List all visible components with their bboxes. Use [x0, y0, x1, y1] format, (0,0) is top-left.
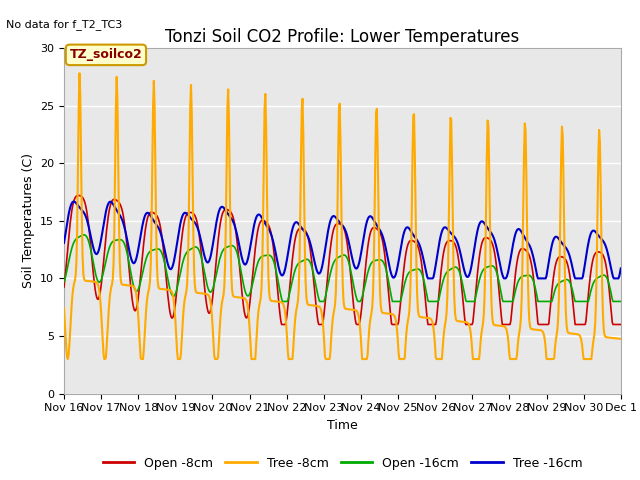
Title: Tonzi Soil CO2 Profile: Lower Temperatures: Tonzi Soil CO2 Profile: Lower Temperatur… [165, 28, 520, 47]
Y-axis label: Soil Temperatures (C): Soil Temperatures (C) [22, 153, 35, 288]
Text: TZ_soilco2: TZ_soilco2 [70, 48, 142, 61]
X-axis label: Time: Time [327, 419, 358, 432]
Legend: Open -8cm, Tree -8cm, Open -16cm, Tree -16cm: Open -8cm, Tree -8cm, Open -16cm, Tree -… [97, 452, 588, 475]
Text: No data for f_T2_TC3: No data for f_T2_TC3 [6, 19, 123, 30]
